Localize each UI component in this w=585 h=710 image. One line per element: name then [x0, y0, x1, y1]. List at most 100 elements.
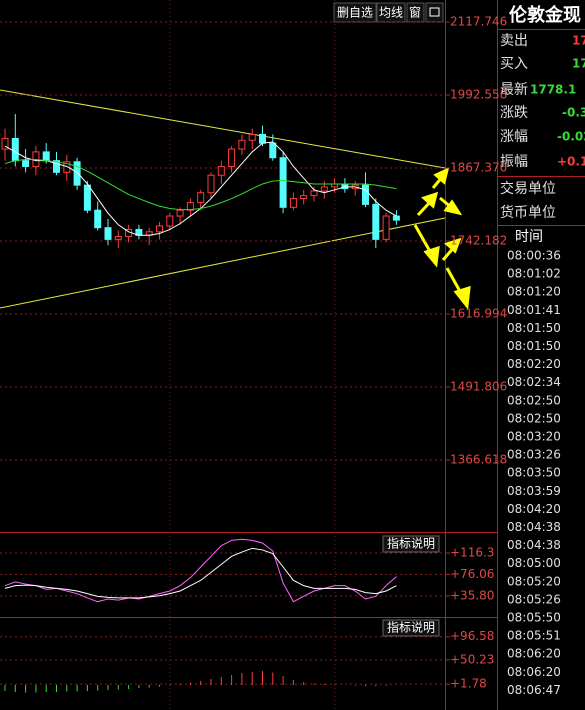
tick-time: 08:01:41 [507, 303, 561, 317]
tick-time: 08:02:20 [507, 357, 561, 371]
candle-body [248, 133, 256, 141]
tick-time: 08:05:50 [507, 611, 561, 625]
tick-time: 08:02:50 [507, 393, 561, 407]
indicator-button-label: 指标说明 [387, 536, 435, 551]
candle-body [238, 139, 246, 150]
candle-body [197, 192, 205, 204]
candle-body [63, 161, 71, 173]
y-tick-label: 1491.806 [450, 380, 507, 394]
candle-body [217, 165, 225, 176]
tick-time: 08:01:50 [507, 339, 561, 353]
tick-time: 08:05:00 [507, 556, 561, 570]
window-icon[interactable] [425, 2, 444, 23]
y-tick-label: 1616.994 [450, 307, 507, 321]
candle-body [166, 215, 174, 227]
quote-label: 最新 [500, 82, 528, 98]
candle-body [1, 137, 9, 150]
candle-body [289, 198, 297, 208]
tick-time: 08:03:59 [507, 484, 561, 498]
tick-time: 08:01:02 [507, 267, 561, 281]
tick-time: 08:05:20 [507, 574, 561, 588]
candle-body [259, 133, 266, 144]
quote-value: 17 [572, 57, 585, 71]
indicator-button[interactable] [382, 535, 440, 553]
quote-title: 伦敦金现 [509, 4, 581, 26]
y-tick-label: +35.80 [450, 588, 494, 602]
toolbar-button-label: 均线 [379, 6, 403, 20]
time-header: 时间 [515, 229, 543, 245]
candle-body [372, 203, 380, 240]
quote-value: 1778.1 [530, 83, 576, 97]
quote-label: 涨幅 [500, 129, 528, 145]
tick-time: 08:05:51 [507, 629, 561, 643]
tick-time: 08:03:50 [507, 466, 561, 480]
y-tick-label: 1366.618 [450, 453, 507, 467]
indicator-button[interactable] [382, 619, 440, 637]
arrows [413, 167, 471, 310]
candle-body [300, 195, 308, 200]
quote-value: -0.02 [557, 130, 585, 144]
y-tick-label: 2117.746 [450, 15, 507, 29]
quote-label: 买入 [500, 56, 528, 72]
candle-body [382, 215, 390, 240]
candle-body [320, 186, 328, 192]
arrow-head [423, 245, 440, 268]
toolbar-button-label: 窗 [409, 6, 421, 20]
window-icon-glyph [429, 7, 440, 17]
tick-time: 08:02:34 [507, 375, 561, 389]
arrow-head [443, 199, 463, 216]
tick-time: 08:05:26 [507, 592, 561, 606]
indicator-line [4, 158, 397, 211]
candle-body [11, 137, 19, 162]
quote-value: 17 [572, 34, 585, 48]
tick-time: 08:06:47 [507, 683, 561, 697]
y-tick-label: +1.78 [450, 677, 487, 691]
y-tick-label: 1867.370 [450, 161, 507, 175]
indicator-line [4, 547, 397, 599]
y-tick-label: +76.06 [450, 567, 494, 581]
tick-time: 08:03:26 [507, 448, 561, 462]
quote-value: -0.3 [562, 106, 585, 120]
tick-time: 08:04:38 [507, 538, 561, 552]
indicator-button-label: 指标说明 [387, 620, 435, 635]
candle-body [207, 174, 215, 194]
candle-body [22, 160, 30, 167]
quote-label: 涨跌 [500, 105, 528, 121]
candle-body [53, 160, 60, 173]
y-tick-label: +50.23 [450, 652, 494, 666]
arrow-head [444, 237, 462, 254]
quote-value: +0.1 [557, 155, 585, 169]
quote-label: 振幅 [500, 154, 528, 170]
candle-body [73, 161, 81, 186]
tick-time: 08:04:38 [507, 520, 561, 534]
trend-line [0, 217, 446, 309]
candle-body [392, 215, 400, 221]
tick-time: 08:04:20 [507, 502, 561, 516]
tick-time: 08:03:20 [507, 430, 561, 444]
indicator-line [4, 538, 397, 603]
arrow-head [421, 191, 439, 209]
tick-time: 08:00:36 [507, 249, 561, 263]
y-tick-label: 1742.182 [450, 234, 507, 248]
toolbar: 删自选 均线 窗 [333, 2, 444, 23]
tick-time: 08:01:50 [507, 321, 561, 335]
arrow-head [433, 167, 450, 185]
toolbar-button-label: 删自选 [337, 6, 373, 20]
candle-body [156, 225, 163, 233]
candle-body [83, 184, 91, 211]
candle-body [94, 209, 102, 229]
candle-body [42, 151, 50, 162]
candle-body [186, 202, 194, 211]
tick-time: 08:06:20 [507, 665, 561, 679]
quote-label: 卖出 [500, 33, 528, 49]
candle-body [279, 157, 287, 208]
y-tick-label: +116.3 [450, 545, 494, 559]
candle-body [228, 148, 236, 167]
candle-body [362, 184, 369, 205]
candle-body [104, 227, 112, 240]
